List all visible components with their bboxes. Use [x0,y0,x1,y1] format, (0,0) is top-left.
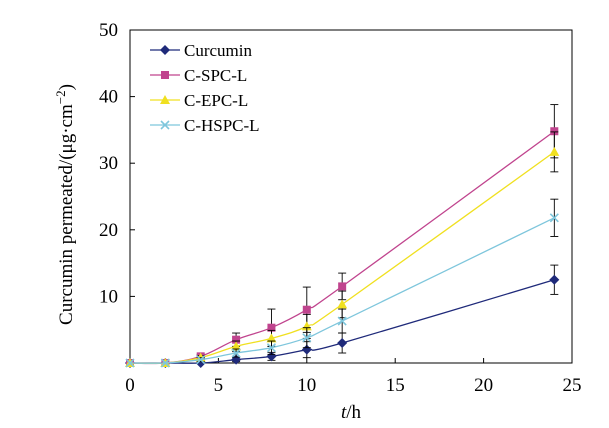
x-tick-label: 20 [474,375,493,396]
y-tick-label: 20 [99,220,118,241]
y-tick-label: 30 [99,153,118,174]
y-axis-title-main: Curcumin permeated/(μg·cm [56,104,77,325]
data-point [337,338,348,349]
data-point [549,146,560,156]
y-tick-label: 50 [99,20,118,41]
x-tick-label: 0 [125,375,135,396]
y-axis-title-close: ) [56,84,77,90]
legend-marker [160,45,170,55]
plot-frame [129,29,573,364]
data-point [549,213,559,223]
legend-item-c-epc-l: C-EPC-L [150,91,248,110]
data-point [338,282,347,291]
y-axis-title: Curcumin permeated/(μg·cm−2) [53,84,77,325]
y-tick-label: 40 [99,87,118,108]
legend-label: Curcumin [184,41,252,60]
legend-item-curcumin: Curcumin [150,41,252,60]
legend-marker [160,95,170,104]
legend-label: C-EPC-L [184,91,248,110]
data-point [231,341,242,351]
x-axis-ticks: 0 5 10 15 20 25 [125,358,582,396]
data-point [232,335,241,344]
x-tick-label: 5 [214,375,224,396]
data-point [160,358,170,368]
x-tick-label: 15 [386,375,405,396]
data-point [196,355,206,365]
data-point [337,316,347,326]
x-tick-label: 10 [297,375,316,396]
y-axis-title-sup: −2 [53,90,68,104]
series-c-hspc-l [125,198,559,368]
x-axis-title-var: t [341,402,347,423]
x-tick-label: 25 [563,375,582,396]
legend-marker [160,120,170,130]
legend-label: C-SPC-L [184,66,247,85]
data-point [267,323,276,332]
y-axis-ticks: 10 20 30 40 50 [99,20,135,307]
data-point [337,299,348,309]
data-point [266,343,277,353]
legend-marker [161,71,169,79]
data-point [302,305,311,314]
data-point [550,127,559,136]
y-tick-label: 10 [99,286,118,307]
axes [129,29,573,364]
data-point [301,344,312,355]
legend: Curcumin C-SPC-L C-EPC-L C-HSPC-L [150,41,260,135]
legend-item-c-spc-l: C-SPC-L [150,66,247,85]
x-axis-title: t/h [341,402,362,423]
data-point [231,348,241,358]
data-point [549,274,560,285]
data-point [125,358,135,368]
data-point [266,333,277,343]
data-point [266,351,277,362]
x-axis-title-unit: /h [346,402,361,423]
series-layer [125,104,560,368]
legend-label: C-HSPC-L [184,116,260,135]
data-point [302,333,312,343]
legend-item-c-hspc-l: C-HSPC-L [150,116,260,135]
